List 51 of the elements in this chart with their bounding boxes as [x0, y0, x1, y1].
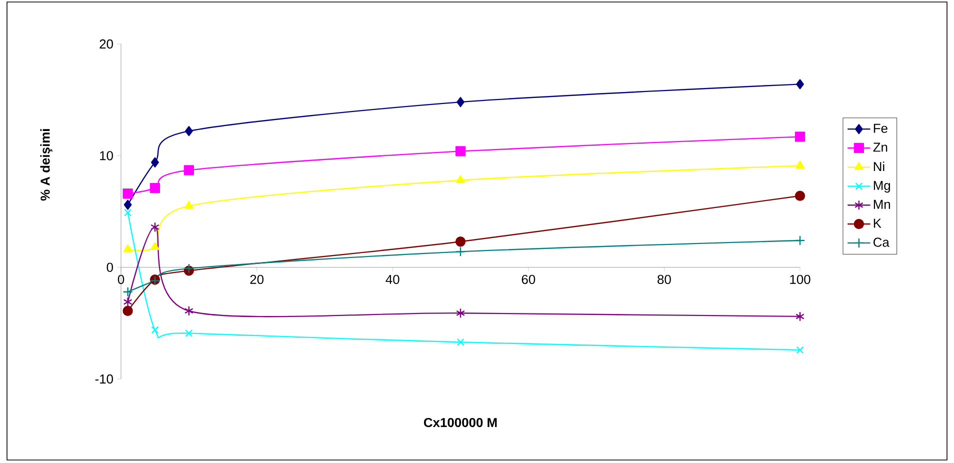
x-tick-label: 100	[790, 274, 810, 284]
point	[185, 329, 193, 337]
point	[151, 326, 159, 334]
point	[123, 244, 132, 252]
point	[122, 286, 133, 297]
point	[184, 165, 194, 176]
point	[124, 208, 132, 216]
legend-label: Ni	[874, 162, 884, 172]
y-tick-label: 10	[100, 151, 113, 160]
point	[456, 308, 465, 318]
y-axis-title: % A deişimi	[40, 129, 52, 201]
y-tick-label: 20	[100, 39, 113, 49]
point	[794, 132, 806, 142]
point	[122, 188, 133, 199]
legend-label: Mn	[874, 200, 890, 209]
x-tick-label: 40	[386, 274, 400, 284]
point	[794, 190, 806, 201]
point	[124, 200, 132, 210]
point	[456, 338, 464, 346]
point	[150, 242, 160, 250]
legend-label: Zn	[873, 142, 888, 152]
x-tick-label: 0	[118, 274, 124, 284]
point	[184, 263, 194, 274]
point	[796, 311, 804, 322]
legend-label: K	[874, 218, 882, 228]
point	[184, 200, 194, 209]
y-tick-label: -10	[95, 374, 113, 384]
point	[184, 306, 194, 316]
legend-label: Mg	[874, 181, 890, 193]
point	[455, 236, 466, 247]
point	[123, 296, 132, 308]
point	[796, 346, 804, 354]
point	[122, 306, 133, 316]
x-axis-title: Cx100000 M	[424, 418, 497, 428]
point	[455, 246, 466, 257]
legend-label: Fe	[874, 124, 888, 133]
x-tick-label: 60	[522, 274, 536, 284]
point	[150, 182, 160, 194]
point	[456, 96, 464, 108]
x-tick-label: 80	[658, 274, 671, 284]
point	[794, 235, 806, 246]
legend-label: Ca	[874, 238, 890, 247]
point	[456, 175, 465, 184]
x-tick-label: 20	[250, 274, 264, 284]
point	[455, 146, 466, 156]
point	[151, 157, 159, 168]
point	[150, 222, 160, 232]
point	[184, 126, 193, 136]
point	[796, 79, 804, 90]
point	[796, 160, 804, 169]
y-tick-label: 0	[106, 262, 113, 272]
